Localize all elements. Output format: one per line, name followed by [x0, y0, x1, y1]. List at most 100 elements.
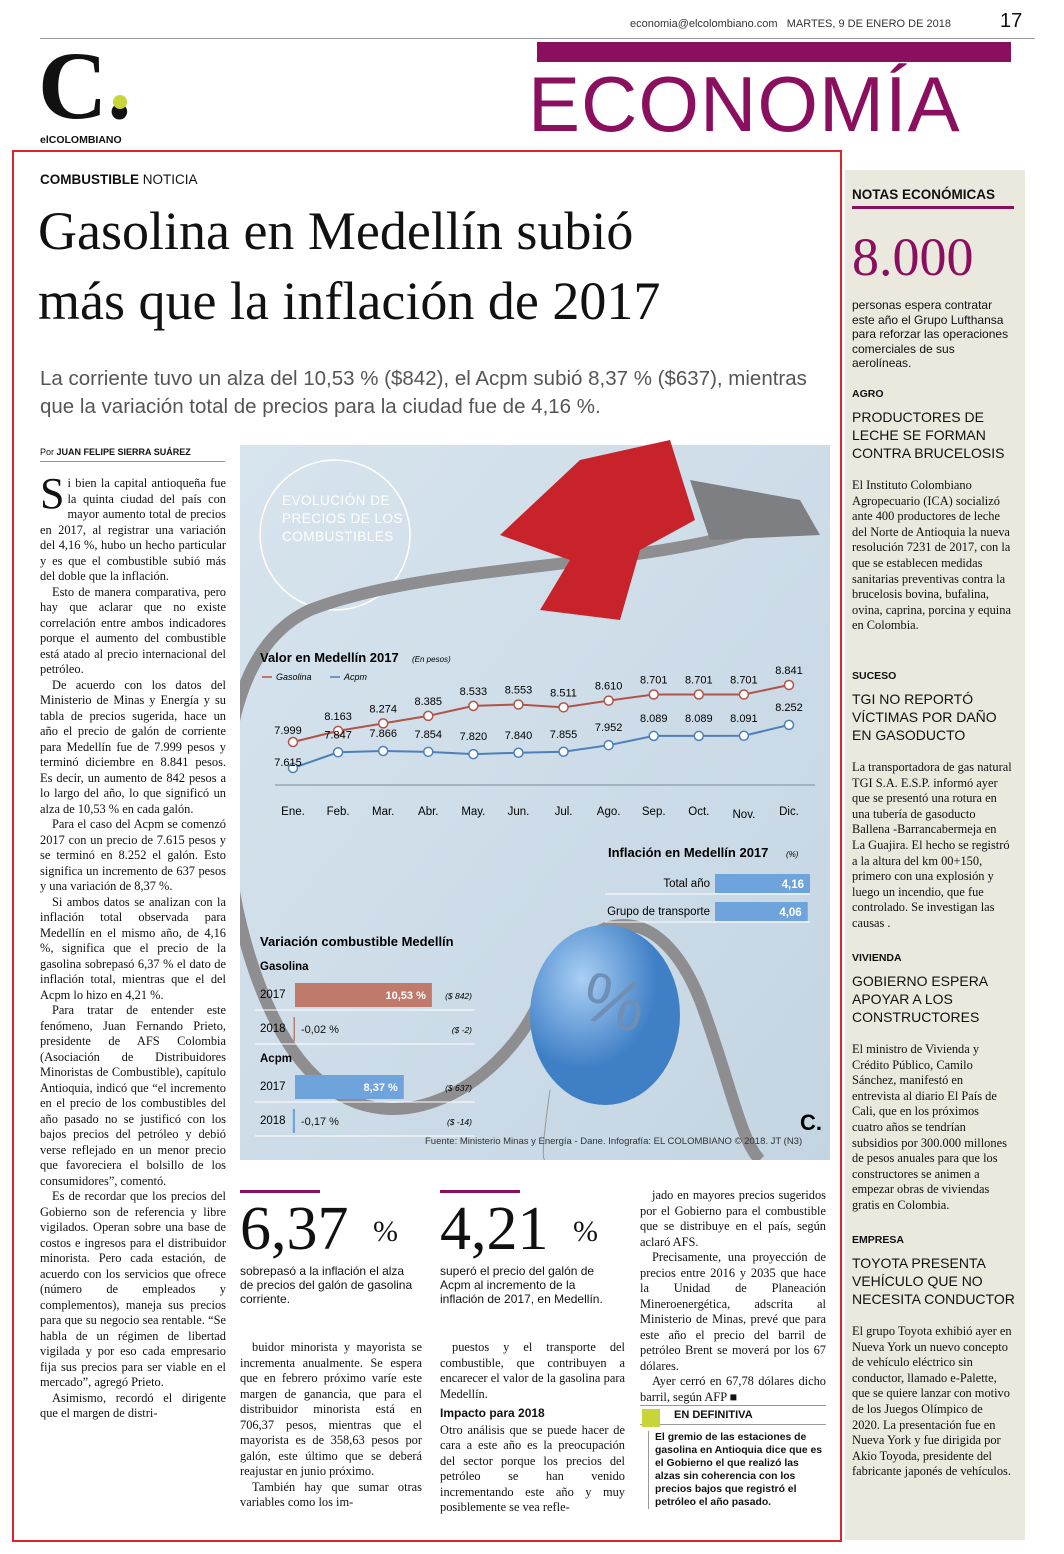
point: [558, 702, 569, 713]
x-tick-label: Ago.: [597, 806, 621, 818]
data-label: 8.610: [595, 681, 623, 693]
chart-title: Variación combustible Medellín: [260, 934, 454, 949]
section-bar: [537, 42, 1011, 62]
x-tick-label: Dic.: [779, 806, 799, 818]
stat-unit: %: [373, 1215, 398, 1248]
data-label: 7.854: [415, 729, 443, 741]
point: [783, 719, 795, 731]
row-year: 2018: [260, 1115, 286, 1127]
point: [603, 739, 614, 751]
amount-label: ($ 842): [445, 991, 472, 1001]
sidebar-figure-text: personas espera contratar este año el Gr…: [852, 298, 1009, 370]
x-tick-label: Feb.: [327, 806, 350, 818]
legend-label: Acpm: [343, 672, 368, 682]
x-tick-label: May.: [461, 806, 485, 818]
row-label: Total año: [663, 878, 710, 890]
data-label: 8.274: [369, 703, 397, 715]
point: [377, 745, 389, 757]
stat-text: sobrepasó a la inflación el alza de prec…: [240, 1264, 413, 1306]
column: jado en mayores precios sugeridos por el…: [640, 1188, 826, 1405]
amount-label: ($ 637): [445, 1083, 472, 1093]
paragraph: Para el caso del Acpm se comenzó 2017 co…: [40, 817, 226, 893]
sidebar: [845, 170, 1025, 1540]
data-label: 7.855: [550, 729, 578, 741]
column: puestos y el transporte del combustible,…: [440, 1340, 625, 1516]
x-tick-label: Jul.: [555, 806, 573, 818]
byline: Por JUAN FELIPE SIERRA SUÁREZ: [40, 447, 225, 462]
x-tick-label: Mar.: [372, 806, 394, 818]
headline: Gasolina en Medellín subió más que la inf…: [38, 196, 660, 336]
data-label: 7.866: [369, 728, 397, 740]
sidebar-figure: 8.000: [852, 227, 974, 287]
header-meta: economia@elcolombiano.com MARTES, 9 DE E…: [630, 18, 951, 30]
chart-unit: (%): [786, 850, 799, 859]
subhead: Impacto para 2018: [440, 1406, 545, 1420]
info-logo: C.: [800, 1110, 822, 1135]
point: [423, 710, 434, 722]
bar-label: -0,02 %: [301, 1024, 339, 1036]
sidebar-text: El Instituto Colombiano Agropecuario (IC…: [852, 478, 1011, 633]
point: [783, 679, 795, 691]
line: [292, 723, 790, 769]
paragraph: buidor minorista y mayorista se incremen…: [240, 1340, 422, 1478]
group-label: Gasolina: [260, 961, 309, 973]
bar: [715, 874, 810, 893]
sidebar-headline: TGI NO REPORTÓ VÍCTIMAS POR DAÑO EN GASO…: [852, 691, 997, 743]
data-label: 8.091: [730, 713, 758, 725]
row-year: 2017: [260, 989, 286, 1001]
group-label: Acpm: [260, 1053, 292, 1065]
paragraph: También hay que sumar otras variables co…: [240, 1479, 422, 1510]
headline-line: Gasolina en Medellín subió: [38, 201, 634, 261]
amount-label: ($ -2): [452, 1025, 472, 1035]
kicker: COMBUSTIBLE NOTICIA: [40, 172, 198, 187]
nozzle: [500, 440, 695, 620]
x-tick-label: Nov.: [733, 809, 756, 821]
kicker-type: NOTICIA: [142, 172, 198, 187]
data-label: 7.847: [324, 729, 352, 741]
title-ring: [259, 459, 411, 611]
bar: [295, 983, 432, 1007]
summary-icon: [642, 1409, 660, 1427]
sidebar-tag: SUCESO: [852, 670, 897, 682]
bar-label: 8,37 %: [364, 1082, 398, 1094]
stat-rule: [440, 1190, 520, 1193]
paragraph: Para tratar de entender este fenómeno, J…: [40, 1003, 226, 1188]
data-label: 8.841: [775, 665, 803, 677]
paragraph: Precisamente, una proyección de precios …: [640, 1250, 826, 1373]
point: [468, 700, 479, 712]
data-label: 8.385: [415, 696, 443, 708]
bar-label: 10,53 %: [386, 990, 427, 1002]
data-label: 8.701: [640, 674, 668, 686]
column: buidor minorista y mayorista se incremen…: [240, 1340, 422, 1511]
data-label: 8.163: [324, 711, 352, 723]
panel: [240, 445, 830, 1160]
summary-text: El gremio de las estaciones de gasolina …: [648, 1431, 826, 1509]
paragraph: De acuerdo con los datos del Ministerio …: [40, 677, 226, 816]
point: [738, 689, 750, 700]
point: [423, 746, 434, 758]
sidebar-headline: TOYOTA PRESENTA VEHÍCULO QUE NO NECESITA…: [852, 1255, 1015, 1307]
bar-label: 4,16: [782, 879, 804, 891]
x-tick-label: Abr.: [418, 806, 438, 818]
byline-name: JUAN FELIPE SIERRA SUÁREZ: [56, 447, 191, 457]
chart-title: Inflación en Medellín 2017: [608, 845, 768, 860]
chart-unit: (En pesos): [412, 655, 451, 664]
stat-value: 6,37: [240, 1195, 349, 1263]
paragraph: jado en mayores precios sugeridos por el…: [640, 1188, 826, 1249]
paragraph: Otro análisis que se puede hacer de cara…: [440, 1422, 625, 1515]
page-number: 17: [1000, 10, 1023, 32]
logo-dot: [113, 95, 127, 109]
point: [558, 746, 569, 758]
bar: [715, 902, 808, 921]
line: [292, 684, 790, 743]
infographic: % C. Valor en Medellín 2017 (En pesos)Ene…: [240, 440, 830, 1160]
paragraph: Si bien la capital antioqueña fue la qui…: [40, 469, 226, 583]
point: [287, 736, 299, 748]
data-label: 8.511: [550, 687, 577, 699]
point: [377, 718, 389, 729]
column: Si bien la capital antioqueña fue la qui…: [40, 469, 226, 1422]
point: [332, 725, 344, 737]
bar: [292, 1109, 295, 1133]
sidebar-text: La transportadora de gas natural TGI S.A…: [852, 760, 1012, 930]
